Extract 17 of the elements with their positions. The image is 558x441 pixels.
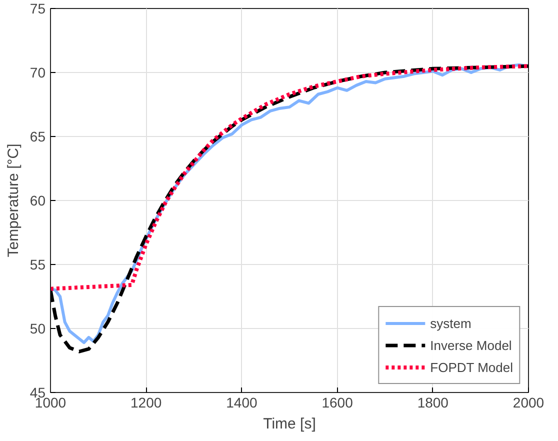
y-tick-label: 65 <box>30 128 46 144</box>
legend-label: Inverse Model <box>430 338 512 352</box>
x-tick-label: 1400 <box>226 394 258 410</box>
x-axis-title: Time [s] <box>263 416 316 432</box>
y-axis-title: Temperature [°C] <box>4 144 22 258</box>
legend-label: system <box>430 316 472 330</box>
legend-label: FOPDT Model <box>430 360 513 374</box>
line-series <box>50 64 528 291</box>
x-tick-label: 1600 <box>322 394 354 410</box>
y-tick-label: 55 <box>30 256 46 272</box>
x-tick-label: 1800 <box>417 394 449 410</box>
y-tick-label: 70 <box>30 64 46 80</box>
y-tick-label: 60 <box>30 192 46 208</box>
x-tick-label: 1200 <box>130 394 162 410</box>
y-tick-label: 50 <box>30 320 46 336</box>
x-tick-label: 2000 <box>512 394 544 410</box>
y-tick-label: 75 <box>30 0 46 16</box>
